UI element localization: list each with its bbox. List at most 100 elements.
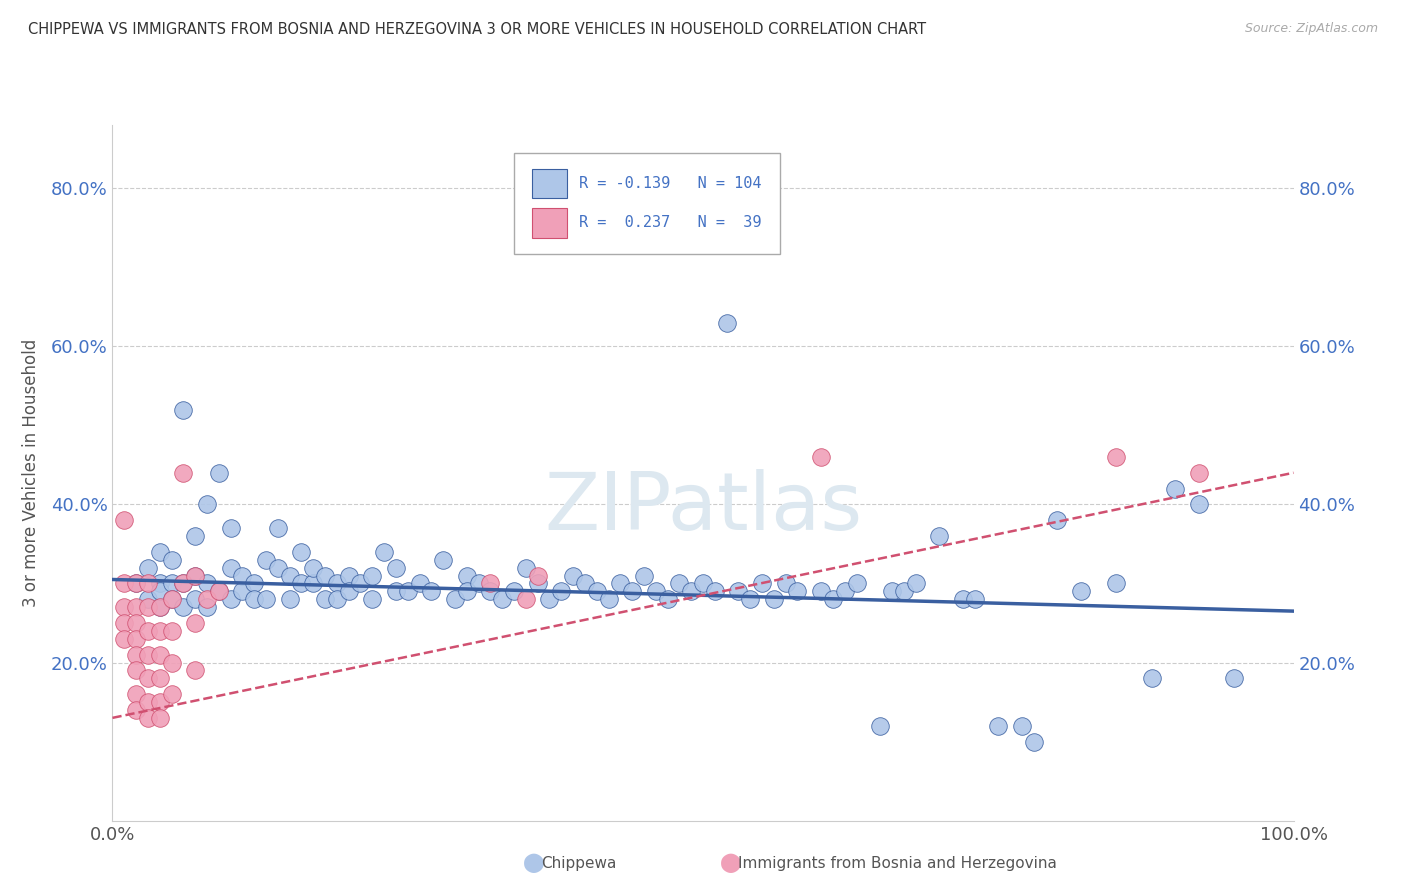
Point bbox=[195, 497, 218, 511]
Point bbox=[160, 592, 183, 607]
Point bbox=[149, 648, 172, 662]
Point bbox=[125, 615, 148, 630]
Point bbox=[172, 576, 194, 591]
Point bbox=[149, 584, 172, 599]
Point bbox=[184, 592, 207, 607]
Point bbox=[1223, 671, 1246, 685]
Point bbox=[1022, 734, 1045, 748]
Point bbox=[208, 466, 231, 480]
Point bbox=[136, 711, 159, 725]
Point bbox=[692, 576, 714, 591]
Point bbox=[219, 560, 242, 574]
Point bbox=[172, 576, 194, 591]
Point bbox=[254, 592, 277, 607]
Point bbox=[219, 521, 242, 535]
FancyBboxPatch shape bbox=[515, 153, 780, 253]
Text: ZIPatlas: ZIPatlas bbox=[544, 468, 862, 547]
Point bbox=[1105, 450, 1128, 464]
Point bbox=[184, 615, 207, 630]
Point bbox=[149, 671, 172, 685]
Point bbox=[112, 513, 135, 527]
Text: Immigrants from Bosnia and Herzegovina: Immigrants from Bosnia and Herzegovina bbox=[738, 856, 1057, 871]
Point bbox=[467, 576, 489, 591]
Point bbox=[136, 695, 159, 709]
Point bbox=[136, 592, 159, 607]
Point bbox=[172, 600, 194, 615]
Point bbox=[1011, 719, 1033, 733]
Point bbox=[385, 584, 408, 599]
Text: Chippewa: Chippewa bbox=[541, 856, 617, 871]
Point bbox=[668, 576, 690, 591]
Point bbox=[267, 521, 290, 535]
Point bbox=[880, 584, 903, 599]
Point bbox=[585, 584, 607, 599]
Point bbox=[703, 584, 725, 599]
Point bbox=[503, 584, 526, 599]
Point bbox=[160, 687, 183, 701]
Point bbox=[751, 576, 773, 591]
Point bbox=[361, 568, 384, 582]
Point bbox=[621, 584, 644, 599]
Point bbox=[326, 576, 349, 591]
Point bbox=[845, 576, 868, 591]
Point bbox=[231, 584, 253, 599]
Point bbox=[125, 600, 148, 615]
Point bbox=[184, 568, 207, 582]
Point bbox=[302, 560, 325, 574]
Point bbox=[1164, 482, 1187, 496]
Point bbox=[149, 600, 172, 615]
Text: ⬤: ⬤ bbox=[523, 854, 546, 873]
Point bbox=[657, 592, 679, 607]
Point bbox=[326, 592, 349, 607]
Point bbox=[893, 584, 915, 599]
Point bbox=[633, 568, 655, 582]
Point bbox=[243, 576, 266, 591]
Point bbox=[456, 568, 478, 582]
Point bbox=[208, 584, 231, 599]
Point bbox=[515, 560, 537, 574]
Point bbox=[1046, 513, 1069, 527]
Point bbox=[479, 576, 502, 591]
Point bbox=[195, 592, 218, 607]
Point bbox=[420, 584, 443, 599]
Point bbox=[598, 592, 620, 607]
Point bbox=[479, 584, 502, 599]
Point bbox=[526, 568, 548, 582]
Point bbox=[125, 576, 148, 591]
Point bbox=[834, 584, 856, 599]
Point bbox=[574, 576, 596, 591]
Point bbox=[254, 552, 277, 567]
Point bbox=[243, 592, 266, 607]
Point bbox=[987, 719, 1010, 733]
Point bbox=[149, 576, 172, 591]
Point bbox=[125, 703, 148, 717]
Point bbox=[810, 450, 832, 464]
Point bbox=[361, 592, 384, 607]
Text: ⬤: ⬤ bbox=[720, 854, 742, 873]
Point bbox=[456, 584, 478, 599]
Point bbox=[904, 576, 927, 591]
Point bbox=[125, 576, 148, 591]
Point bbox=[302, 576, 325, 591]
Point bbox=[149, 600, 172, 615]
Point bbox=[172, 466, 194, 480]
Point bbox=[184, 529, 207, 543]
Point bbox=[963, 592, 986, 607]
Point bbox=[1105, 576, 1128, 591]
Point bbox=[526, 576, 548, 591]
Point bbox=[562, 568, 585, 582]
Point bbox=[716, 316, 738, 330]
Point bbox=[112, 576, 135, 591]
Point bbox=[786, 584, 808, 599]
Point bbox=[149, 711, 172, 725]
Point bbox=[952, 592, 974, 607]
Point bbox=[385, 560, 408, 574]
Point bbox=[160, 656, 183, 670]
Point bbox=[136, 671, 159, 685]
Point bbox=[195, 576, 218, 591]
Point bbox=[408, 576, 430, 591]
Point bbox=[112, 600, 135, 615]
Point bbox=[208, 584, 231, 599]
Point bbox=[136, 560, 159, 574]
Point bbox=[149, 695, 172, 709]
